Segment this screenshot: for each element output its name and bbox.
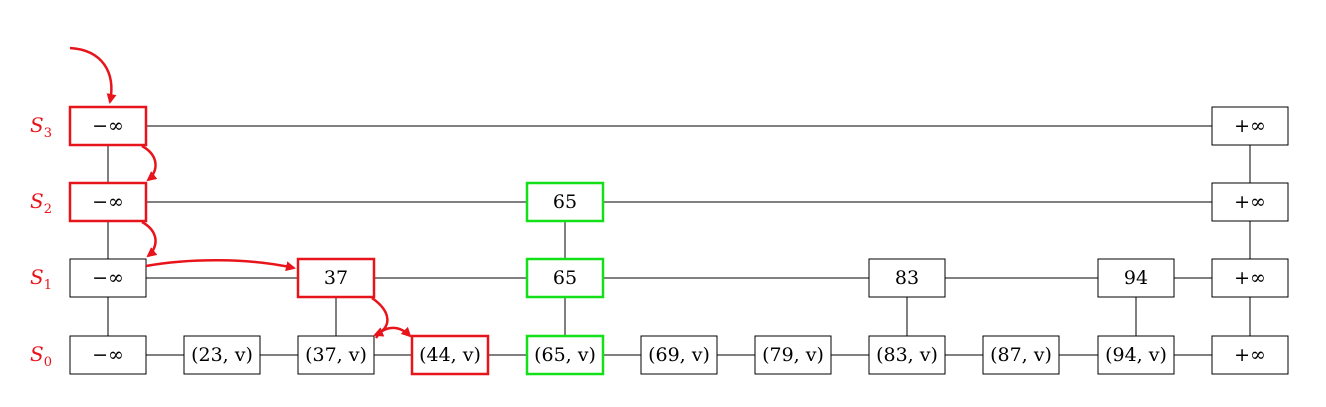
node-box <box>754 335 832 375</box>
skip-list-nodes: −∞ +∞ −∞ 65 +∞ −∞ 37 65 83 94 +∞ −∞ (23, v) (37, v) (4… <box>68 105 1289 376</box>
node-s0-37-v: (37, v) <box>297 335 375 375</box>
node-s3-pos-inf: +∞ <box>1211 106 1289 146</box>
node-box <box>183 335 261 375</box>
node-box <box>1211 106 1289 146</box>
node-label: (94, v) <box>1105 344 1167 366</box>
node-box <box>1097 258 1175 298</box>
node-label: +∞ <box>1234 344 1266 366</box>
node-label: 65 <box>553 191 577 213</box>
node-s1-65: 65 <box>525 257 605 299</box>
node-s0-neg-inf: −∞ <box>69 335 147 375</box>
node-label: (23, v) <box>191 344 253 366</box>
search-arrow-3 <box>141 220 158 258</box>
node-label: −∞ <box>92 344 124 366</box>
node-s2-neg-inf: −∞ <box>68 181 148 223</box>
node-box <box>410 334 490 376</box>
level-label-s3: S3 <box>30 113 52 141</box>
node-s0-94-v: (94, v) <box>1097 335 1175 375</box>
node-box <box>69 335 147 375</box>
node-label: 83 <box>895 267 919 289</box>
level-label-s2: S2 <box>30 189 52 217</box>
node-s0-79-v: (79, v) <box>754 335 832 375</box>
search-arrow-1 <box>69 46 117 104</box>
node-box <box>68 181 148 223</box>
node-box <box>982 335 1060 375</box>
node-s0-65-v: (65, v) <box>525 334 605 376</box>
level-label-main: S <box>30 265 44 289</box>
node-box <box>69 258 147 298</box>
node-label: (69, v) <box>648 344 710 366</box>
node-label: (83, v) <box>876 344 938 366</box>
node-box <box>525 334 605 376</box>
node-box <box>525 181 605 223</box>
node-label: 94 <box>1124 267 1148 289</box>
node-box <box>1211 335 1289 375</box>
node-s1-pos-inf: +∞ <box>1211 258 1289 298</box>
node-label: (65, v) <box>534 344 596 366</box>
node-s1-neg-inf: −∞ <box>69 258 147 298</box>
node-s2-65: 65 <box>525 181 605 223</box>
node-label: −∞ <box>92 191 124 213</box>
node-label: +∞ <box>1234 115 1266 137</box>
node-label: 65 <box>553 267 577 289</box>
node-label: (79, v) <box>762 344 824 366</box>
level-label-subscript: 2 <box>44 202 52 217</box>
search-arrow-6 <box>374 326 412 339</box>
node-box <box>525 257 605 299</box>
node-box <box>68 105 148 147</box>
node-label: −∞ <box>92 115 124 137</box>
level-label-subscript: 0 <box>44 355 52 370</box>
node-box <box>1211 258 1289 298</box>
level-label-main: S <box>30 189 44 213</box>
node-box <box>297 335 375 375</box>
node-label: (87, v) <box>990 344 1052 366</box>
node-s3-neg-inf: −∞ <box>68 105 148 147</box>
node-box <box>640 335 718 375</box>
search-arrow-4 <box>145 258 296 272</box>
node-s0-69-v: (69, v) <box>640 335 718 375</box>
node-s0-23-v: (23, v) <box>183 335 261 375</box>
node-s1-37: 37 <box>296 257 376 299</box>
node-s1-83: 83 <box>868 258 946 298</box>
node-box <box>1097 335 1175 375</box>
node-label: −∞ <box>92 267 124 289</box>
level-label-s1: S1 <box>30 265 52 293</box>
search-path-arrows <box>69 46 412 339</box>
connector-lines <box>107 125 1251 356</box>
node-box <box>868 335 946 375</box>
node-s0-44-v: (44, v) <box>410 334 490 376</box>
node-label: +∞ <box>1234 191 1266 213</box>
node-box <box>296 257 376 299</box>
node-box <box>868 258 946 298</box>
node-s2-pos-inf: +∞ <box>1211 182 1289 222</box>
level-label-main: S <box>30 342 44 366</box>
node-label: 37 <box>324 267 348 289</box>
level-label-s0: S0 <box>30 342 52 370</box>
level-label-subscript: 3 <box>44 126 52 141</box>
level-label-subscript: 1 <box>44 278 52 293</box>
node-box <box>1211 182 1289 222</box>
node-label: (44, v) <box>419 344 481 366</box>
node-label: (37, v) <box>305 344 367 366</box>
node-s0-83-v: (83, v) <box>868 335 946 375</box>
level-label-main: S <box>30 113 44 137</box>
search-arrow-2 <box>141 144 158 182</box>
node-label: +∞ <box>1234 267 1266 289</box>
node-s0-pos-inf: +∞ <box>1211 335 1289 375</box>
node-s0-87-v: (87, v) <box>982 335 1060 375</box>
node-s1-94: 94 <box>1097 258 1175 298</box>
